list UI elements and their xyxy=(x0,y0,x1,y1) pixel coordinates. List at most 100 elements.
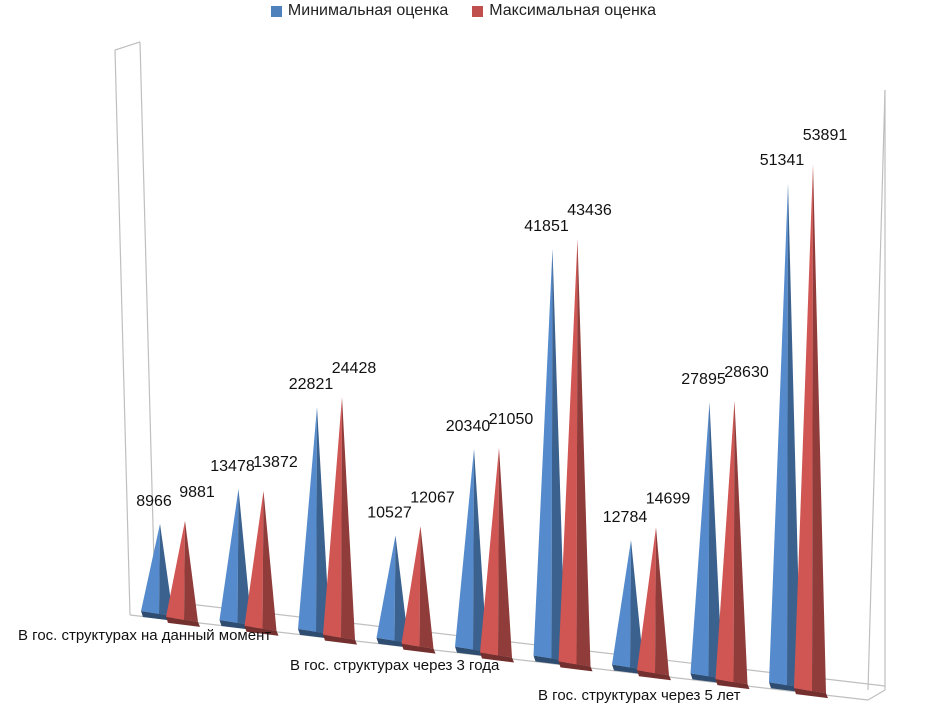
cone-face-light xyxy=(244,490,264,629)
cone-face-dark xyxy=(159,523,173,617)
cone-base-shadow xyxy=(298,628,332,639)
cone-max-4 xyxy=(401,526,436,654)
data-label-min-9: 51341 xyxy=(760,152,805,169)
cone-base-shadow xyxy=(637,670,671,681)
cone-face-light xyxy=(533,248,553,659)
cone-face-dark xyxy=(341,397,355,640)
data-label-max-2: 13872 xyxy=(253,454,298,471)
cone-face-dark xyxy=(237,488,252,625)
cone-face-dark xyxy=(630,540,644,670)
cone-min-4 xyxy=(376,535,411,648)
data-label-max-8: 28630 xyxy=(724,364,769,381)
cone-face-light xyxy=(376,535,396,641)
cone-face-dark xyxy=(551,248,566,661)
cone-face-light xyxy=(612,540,631,668)
cone-face-dark xyxy=(787,183,801,688)
frame-left-inner xyxy=(139,41,156,601)
frame-right-inner xyxy=(867,89,886,691)
category-label-3: В гос. структурах через 5 лет xyxy=(538,687,741,704)
cone-min-2 xyxy=(219,488,254,630)
cone-min-8 xyxy=(690,402,725,684)
floor-right xyxy=(867,689,886,701)
frame-top-left xyxy=(114,41,141,51)
legend-swatch-min xyxy=(270,5,282,17)
cone-face-light xyxy=(637,527,656,674)
data-label-min-5: 20340 xyxy=(446,418,491,435)
cone-base-shadow xyxy=(455,646,489,657)
cone-base-shadow xyxy=(219,619,254,630)
cone-max-8 xyxy=(715,400,750,690)
data-label-min-4: 10527 xyxy=(367,504,412,521)
data-label-min-8: 27895 xyxy=(681,371,726,388)
cone-base-shadow xyxy=(533,655,568,666)
cone-base-shadow xyxy=(323,634,357,645)
cone-base-shadow xyxy=(244,625,279,636)
frame-left-outer xyxy=(114,49,131,616)
cone-base-shadow xyxy=(480,652,514,663)
cone-face-dark xyxy=(576,239,591,667)
category-label-1: В гос. структурах на данный момент xyxy=(18,627,271,644)
data-label-min-7: 12784 xyxy=(603,509,648,526)
cone-max-3 xyxy=(323,397,357,645)
data-label-max-5: 21050 xyxy=(489,411,534,428)
cone-max-7 xyxy=(637,527,671,681)
cone-base-shadow xyxy=(690,673,725,684)
cone-face-light xyxy=(298,407,317,632)
cone-base-shadow xyxy=(769,682,803,693)
data-label-max-4: 12067 xyxy=(410,489,455,506)
cone-face-light xyxy=(480,447,499,656)
cone-face-light xyxy=(166,520,185,620)
data-label-min-6: 41851 xyxy=(524,218,569,235)
cone-face-light xyxy=(455,448,474,650)
cone-face-light xyxy=(401,526,421,647)
legend-swatch-max xyxy=(472,5,484,17)
cone-face-light xyxy=(323,397,342,638)
cone-base-shadow xyxy=(794,688,828,699)
cone-base-shadow xyxy=(376,637,411,648)
cone-face-dark xyxy=(473,448,487,652)
cone-base-shadow xyxy=(612,664,646,675)
cone-face-dark xyxy=(316,407,330,634)
chart-marks xyxy=(141,164,828,699)
category-label-2: В гос. структурах через 3 года xyxy=(290,657,500,674)
cone-face-dark xyxy=(498,447,512,658)
cone-face-dark xyxy=(733,400,748,685)
cone-face-dark xyxy=(184,520,198,622)
cone-max-2 xyxy=(244,490,279,636)
cone-base-shadow xyxy=(166,616,200,627)
cone-base-shadow xyxy=(715,679,750,690)
chart-category-labels: В гос. структурах на данный момент В гос.… xyxy=(18,627,741,704)
cone-min-7 xyxy=(612,540,646,675)
cone-face-light xyxy=(794,164,813,692)
cone-base-shadow xyxy=(141,611,175,622)
legend-item-min: Минимальная оценка xyxy=(270,2,449,20)
cone-base-shadow xyxy=(558,661,593,672)
cone-face-dark xyxy=(394,535,409,643)
cone-max-5 xyxy=(480,447,514,663)
cone-face-light xyxy=(690,402,710,677)
cone-face-light xyxy=(141,523,160,615)
cone-face-dark xyxy=(708,402,723,679)
cone-face-dark xyxy=(812,164,826,694)
cone-face-dark xyxy=(419,526,434,649)
cone-max-9 xyxy=(794,164,828,699)
legend-item-max: Максимальная оценка xyxy=(472,2,656,20)
cone-max-1 xyxy=(166,520,200,627)
chart-legend: Минимальная оценка Максимальная оценка xyxy=(0,2,927,20)
cone-min-5 xyxy=(455,448,489,657)
cone-face-light xyxy=(219,488,239,623)
cone-base-shadow xyxy=(401,643,436,654)
cone-min-6 xyxy=(533,248,568,666)
cone-min-1 xyxy=(141,523,175,622)
legend-label-min: Минимальная оценка xyxy=(287,2,449,19)
data-label-max-1: 9881 xyxy=(179,484,215,501)
data-label-min-1: 8966 xyxy=(136,493,172,510)
cone-face-dark xyxy=(655,527,669,676)
cone-face-light xyxy=(558,239,578,665)
data-label-max-9: 53891 xyxy=(803,127,848,144)
cone-face-light xyxy=(769,183,788,686)
cone-max-6 xyxy=(558,239,593,672)
floor-back xyxy=(154,599,886,687)
